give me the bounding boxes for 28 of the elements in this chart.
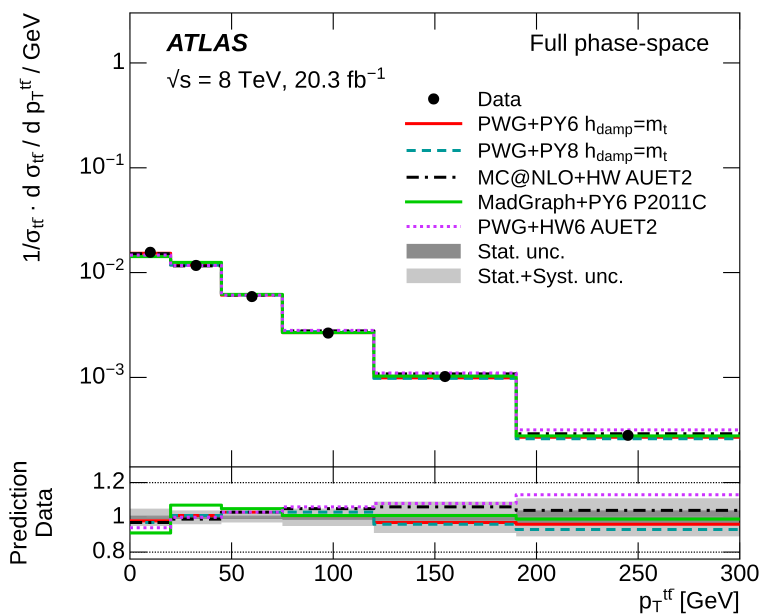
x-tick-label: 150 (416, 564, 454, 582)
x-tick-label: 50 (219, 564, 244, 582)
y-tick-label: 10$^{−3}$ (80, 363, 124, 384)
x-axis-title: p$_{T}$$^{tt̄}$ [GeV] (640, 588, 738, 614)
legend-label: PWG+PY6 h$_{damp}$=m$_{t}$ (479, 116, 667, 138)
y-axis-title: 1/σ$_{tt̄}$ · d σ$_{tt̄}$ / d p$_{T}$$^{tt̄}$ / GeV (20, 13, 44, 262)
annotation: Full phase-space (531, 34, 708, 56)
y-tick-label: 1 (114, 52, 124, 70)
x-tick-label: 100 (315, 564, 352, 582)
y-tick-label: 1 (114, 507, 124, 524)
x-tick-label: 0 (124, 564, 136, 582)
x-tick-label: 250 (620, 564, 657, 582)
legend-label: Data (479, 92, 522, 106)
legend-label: PWG+PY8 h$_{damp}$=m$_{t}$ (479, 142, 667, 164)
x-tick-label: 300 (720, 564, 759, 582)
legend-label: PWG+HW6 AUET2 (479, 219, 656, 234)
y-tick-label: 1.2 (94, 472, 124, 489)
y-tick-label: 10$^{−2}$ (80, 258, 124, 279)
legend-label: MadGraph+PY6 P2011C (479, 194, 706, 214)
legend-label: Stat. unc. (478, 244, 564, 259)
y-axis-title: Prediction Data (9, 462, 52, 564)
annotation: √s = 8 TeV, 20.3 fb$^{−1}$ (167, 68, 385, 91)
annotation: ATLAS (166, 34, 248, 52)
legend-label: MC@NLO+HW AUET2 (479, 169, 692, 188)
legend-label: Stat.+Syst. unc. (478, 268, 622, 288)
x-tick-label: 200 (518, 564, 556, 582)
y-tick-label: 0.8 (93, 542, 124, 558)
y-tick-label: 10$^{−1}$ (80, 154, 124, 174)
